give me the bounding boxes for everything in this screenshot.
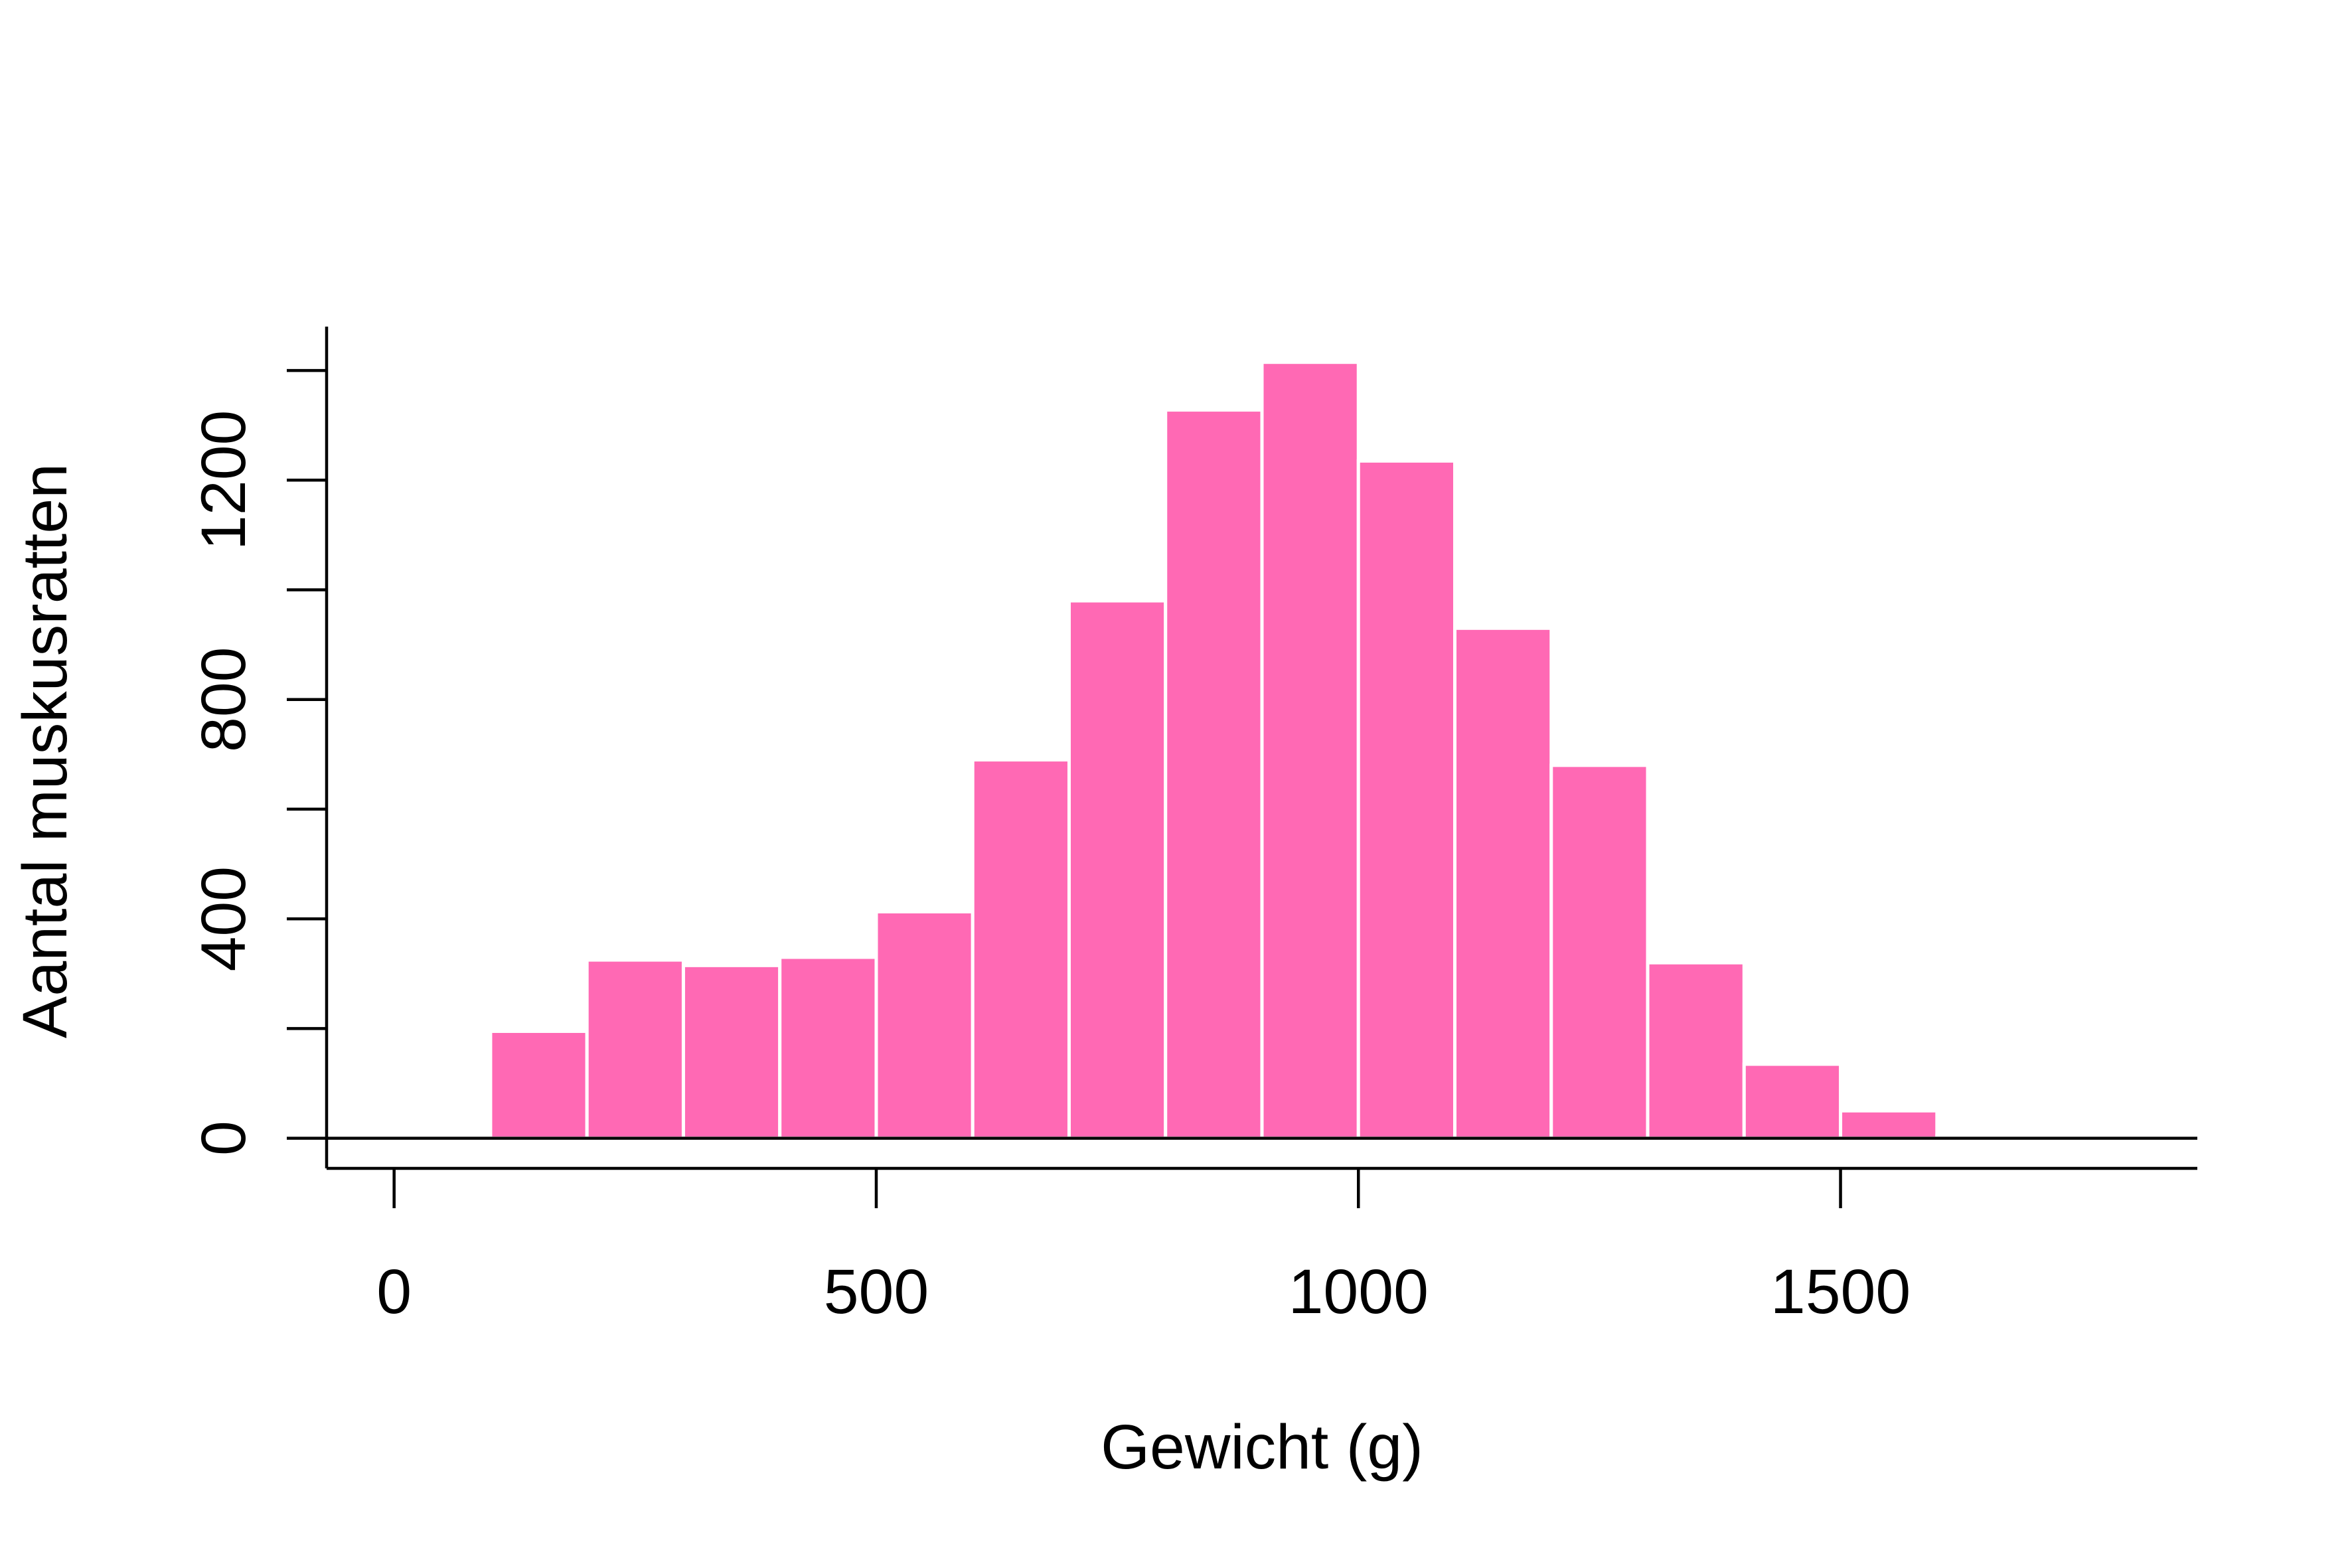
x-tick-label: 1000 (1289, 1257, 1429, 1327)
histogram-bar (874, 909, 975, 1140)
y-axis-title: Aantal muskusratten (10, 463, 80, 1038)
y-tick-label: 0 (189, 1121, 259, 1156)
histogram-bar (1646, 961, 1746, 1140)
y-axis: 0 400 800 1200 (189, 327, 329, 1168)
x-tick-label: 1500 (1770, 1257, 1911, 1327)
bars-group (392, 360, 2035, 1140)
x-tick-label: 500 (824, 1257, 929, 1327)
histogram-bar (1260, 360, 1360, 1140)
y-tick-label: 400 (189, 866, 259, 972)
x-axis-title: Gewicht (g) (1101, 1412, 1423, 1482)
y-tick-label: 800 (189, 647, 259, 752)
histogram-bar (778, 955, 878, 1140)
histogram-bar (1453, 626, 1553, 1140)
y-tick-label: 1200 (189, 410, 259, 550)
histogram-bar (489, 1029, 589, 1140)
x-axis: 0 500 1000 1500 (327, 1166, 2197, 1327)
histogram-bar (1839, 1109, 1939, 1140)
histogram-bar (1549, 763, 1650, 1140)
histogram-bar (1067, 599, 1168, 1140)
histogram-bar (1164, 408, 1264, 1140)
histogram-bar (585, 958, 685, 1140)
histogram-bar (681, 963, 782, 1140)
x-tick-label: 0 (376, 1257, 412, 1327)
histogram-bar (1742, 1062, 1843, 1140)
histogram-bar (971, 758, 1071, 1140)
histogram-bar (1356, 459, 1457, 1140)
